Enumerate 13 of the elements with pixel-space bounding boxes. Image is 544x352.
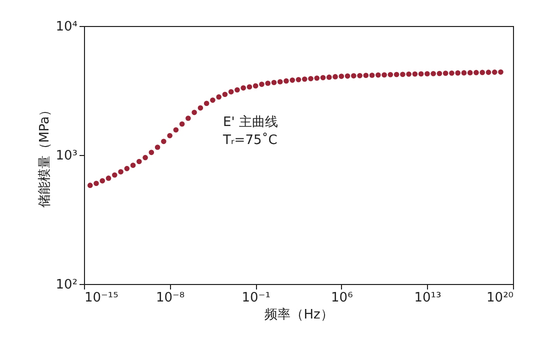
y-tick-label: 10²	[56, 278, 78, 292]
x-tick-label: 10⁻⁸	[156, 290, 185, 306]
x-axis-title: 频率（Hz）	[264, 306, 334, 322]
x-tick-label: 10⁻¹⁵	[84, 290, 118, 306]
y-tick-label: 10⁴	[56, 20, 78, 34]
x-tick-label: 10⁶	[331, 290, 353, 306]
x-tick-label: 10²⁰	[486, 290, 514, 306]
annotation: Tᵣ=75˚C	[222, 132, 278, 148]
x-tick-label: 10¹³	[414, 290, 442, 306]
x-tick-label: 10⁻¹	[242, 290, 270, 306]
y-tick-label: 10³	[56, 148, 78, 164]
annotation: E' 主曲线	[223, 114, 278, 130]
y-axis-title: 储能模量（MPa）	[38, 103, 53, 208]
